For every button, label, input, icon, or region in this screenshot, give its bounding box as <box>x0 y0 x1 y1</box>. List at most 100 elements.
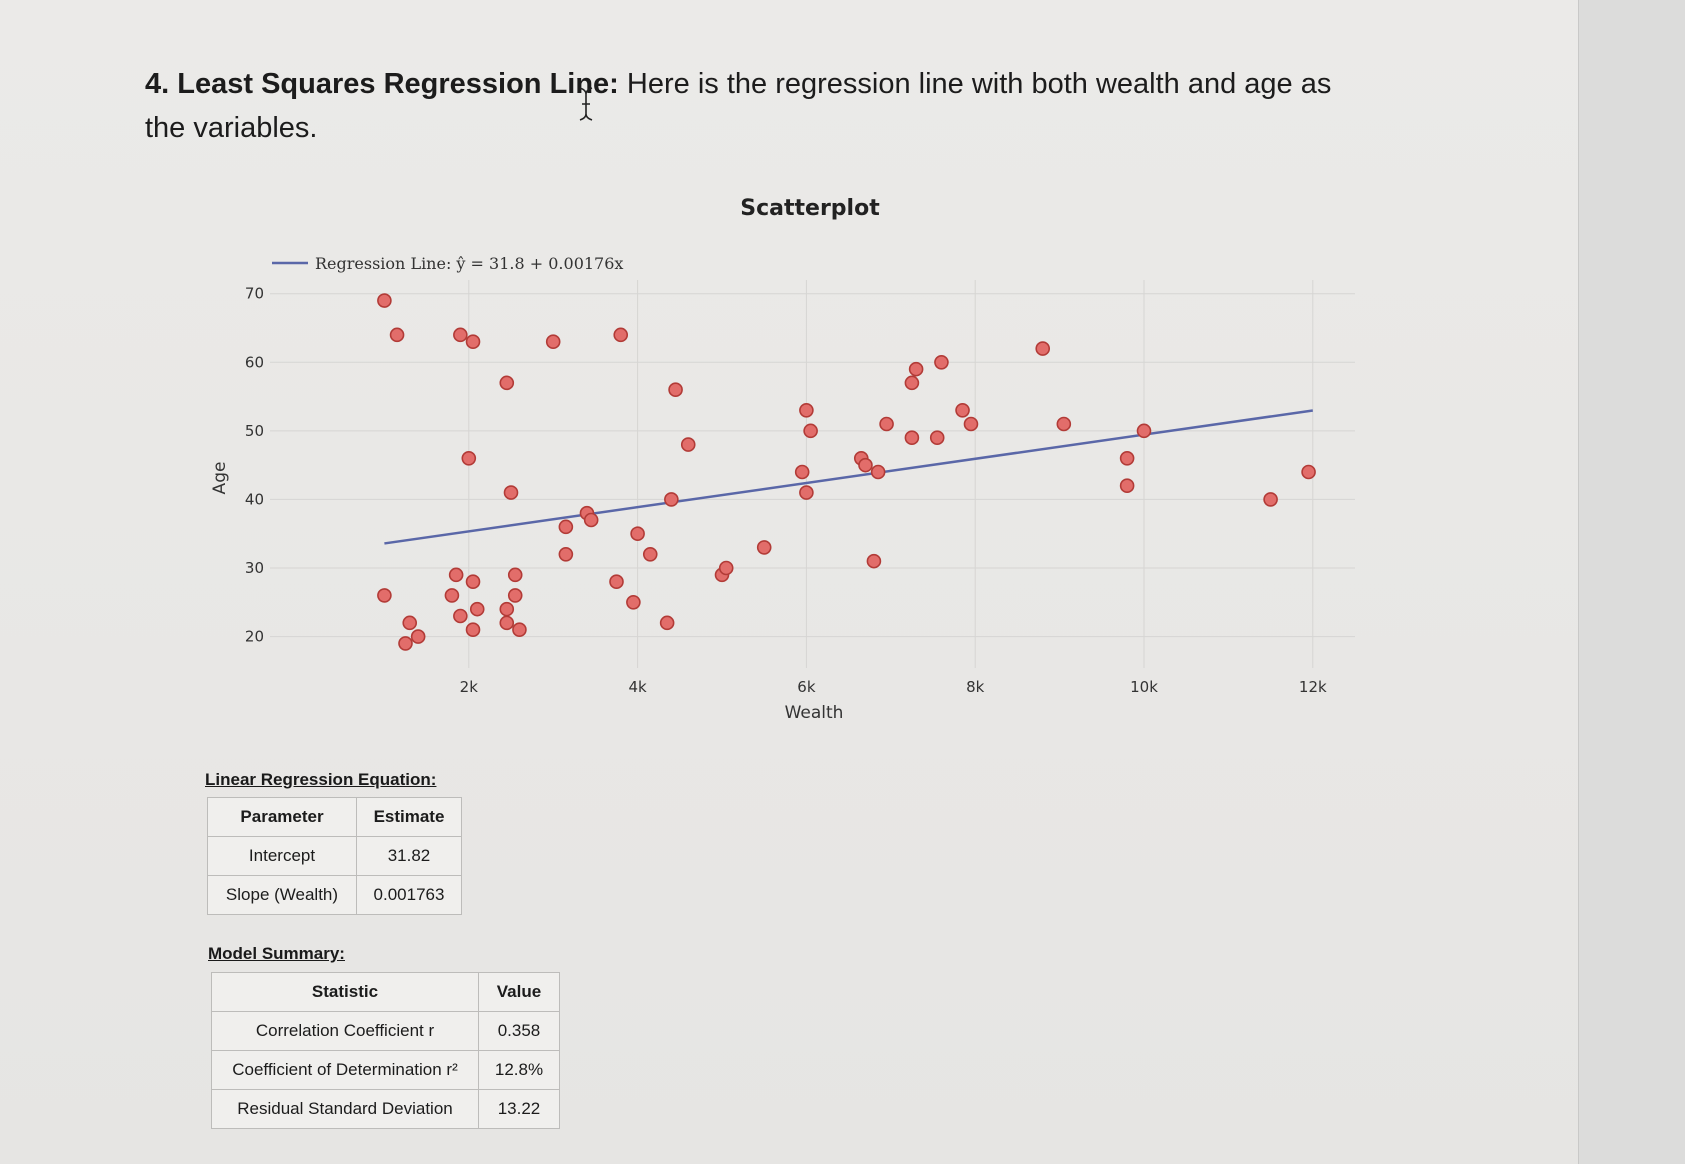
data-point <box>1136 423 1152 439</box>
x-tick-label: 2k <box>460 678 479 696</box>
data-point <box>664 492 679 507</box>
data-point <box>402 615 418 631</box>
data-point <box>630 526 645 542</box>
data-point <box>1035 341 1051 356</box>
data-point <box>642 546 658 562</box>
data-point <box>718 560 734 576</box>
worksheet-page <box>0 0 1578 1164</box>
data-point <box>1119 478 1135 494</box>
data-points <box>377 293 1316 651</box>
text-cursor-icon <box>579 87 593 121</box>
data-point <box>377 293 392 308</box>
table-row: Residual Standard Deviation 13.22 <box>211 1089 560 1129</box>
data-point <box>499 601 515 617</box>
data-point <box>448 567 464 583</box>
data-point <box>377 588 392 603</box>
data-point <box>499 375 515 391</box>
question-heading: Least Squares Regression Line: <box>177 68 619 100</box>
data-point <box>1263 492 1278 507</box>
regression-line <box>384 409 1313 545</box>
data-point <box>904 430 920 446</box>
data-point <box>583 512 599 528</box>
data-point <box>803 423 818 439</box>
model-summary-title: Model Summary: <box>208 944 345 963</box>
data-point <box>626 594 641 610</box>
table-cell: Correlation Coefficient r <box>211 1011 479 1051</box>
table-cell: 31.82 <box>356 836 462 876</box>
table-cell: Slope (Wealth) <box>207 875 357 915</box>
table-header-row: Parameter Estimate <box>207 797 462 837</box>
data-point <box>1301 464 1316 480</box>
data-point <box>389 327 405 343</box>
data-point <box>799 402 814 418</box>
data-point <box>465 574 481 590</box>
data-point <box>929 430 945 446</box>
linear-regression-table: Parameter Estimate Intercept 31.82 Slope… <box>207 797 462 915</box>
data-point <box>955 402 970 418</box>
column-header: Parameter <box>207 797 357 837</box>
data-point <box>1056 416 1072 432</box>
x-tick-label: 6k <box>797 678 816 696</box>
page-edge <box>1578 0 1685 1164</box>
data-point <box>503 485 519 500</box>
table-header-row: Statistic Value <box>211 972 560 1012</box>
x-tick-label: 4k <box>628 678 647 696</box>
data-point <box>794 464 810 480</box>
chart-grid <box>270 280 1355 668</box>
data-point <box>609 574 624 590</box>
table-cell: Coefficient of Determination r² <box>211 1050 479 1090</box>
x-tick-label: 8k <box>966 678 985 696</box>
question-number: 4. <box>145 68 170 100</box>
data-point <box>963 416 979 432</box>
table-row: Intercept 31.82 <box>207 836 462 876</box>
table-row: Correlation Coefficient r 0.358 <box>211 1011 560 1051</box>
column-header: Statistic <box>211 972 479 1012</box>
y-tick-label: 70 <box>245 285 264 303</box>
scatterplot: 2k 4k 6k 8k 10k 12k 20 30 40 50 60 70 Regression Li… <box>210 254 1355 723</box>
table-cell: Residual Standard Deviation <box>211 1089 479 1129</box>
x-tick-label: 10k <box>1130 678 1158 696</box>
x-axis-label: Wealth <box>785 703 844 723</box>
data-point <box>512 622 527 638</box>
axis-ticks: 2k 4k 6k 8k 10k 12k 20 30 40 50 60 70 <box>245 285 1327 696</box>
data-point <box>507 588 523 603</box>
table-row: Slope (Wealth) 0.001763 <box>207 875 462 915</box>
data-point <box>465 334 481 350</box>
table-cell: 12.8% <box>478 1050 560 1090</box>
data-point <box>558 519 574 535</box>
data-point <box>879 416 894 432</box>
question-body: Here is the regression line with both we… <box>145 68 1332 144</box>
data-point <box>668 382 683 398</box>
data-point <box>461 450 477 466</box>
y-tick-label: 30 <box>245 559 264 577</box>
table-row: Coefficient of Determination r² 12.8% <box>211 1050 560 1090</box>
data-point <box>870 464 886 480</box>
data-point <box>613 327 629 343</box>
data-point <box>507 567 523 583</box>
legend-label: Regression Line: ŷ = 31.8 + 0.00176x <box>315 254 623 273</box>
table-cell: 13.22 <box>478 1089 560 1129</box>
data-point <box>659 615 675 631</box>
data-point <box>858 457 873 473</box>
data-point <box>680 437 696 452</box>
data-point <box>908 361 924 377</box>
y-tick-label: 50 <box>245 422 264 440</box>
data-point <box>545 334 561 350</box>
data-point <box>558 546 574 562</box>
y-tick-label: 60 <box>245 353 264 371</box>
data-point <box>469 601 485 617</box>
data-point <box>1119 450 1135 466</box>
y-tick-label: 40 <box>245 490 264 508</box>
x-tick-label: 12k <box>1299 678 1327 696</box>
table-cell: Intercept <box>207 836 357 876</box>
data-point <box>499 615 515 631</box>
column-header: Value <box>478 972 560 1012</box>
column-header: Estimate <box>356 797 462 837</box>
y-tick-label: 20 <box>245 628 264 646</box>
question-text: 4. Least Squares Regression Line: Here i… <box>145 62 1375 150</box>
data-point <box>465 622 481 638</box>
data-point <box>934 354 949 370</box>
table-cell: 0.358 <box>478 1011 560 1051</box>
data-point <box>398 636 413 651</box>
data-point <box>453 608 468 624</box>
